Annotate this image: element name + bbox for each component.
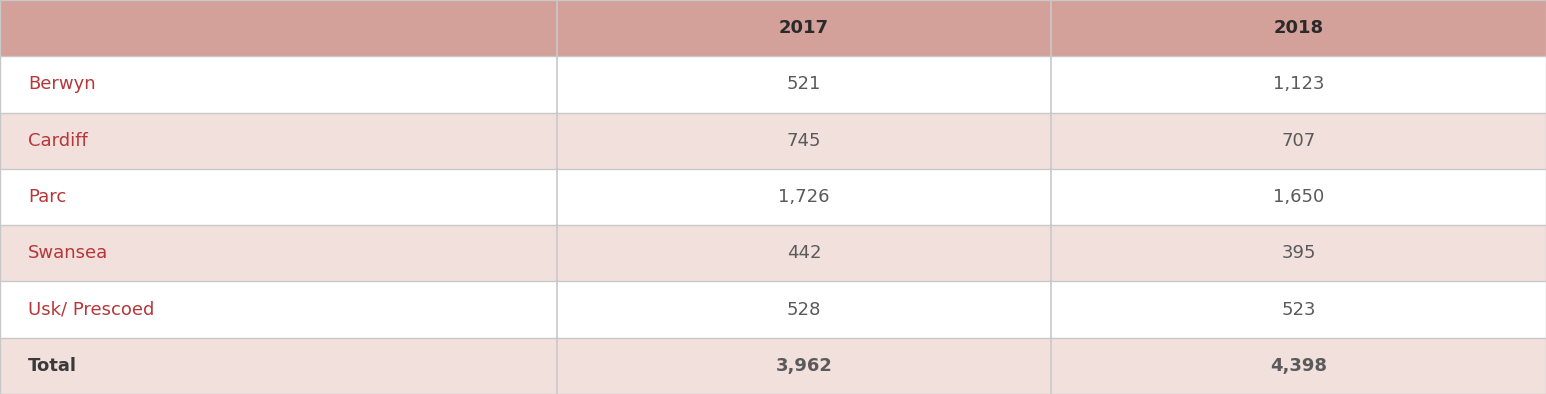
Text: 3,962: 3,962 <box>776 357 832 375</box>
Text: 1,650: 1,650 <box>1272 188 1325 206</box>
Text: Parc: Parc <box>28 188 66 206</box>
Text: 2017: 2017 <box>779 19 829 37</box>
Text: Swansea: Swansea <box>28 244 108 262</box>
Bar <box>0 281 1546 338</box>
Bar <box>0 225 1546 281</box>
Text: 442: 442 <box>787 244 821 262</box>
Bar <box>0 113 1546 169</box>
Text: 395: 395 <box>1282 244 1316 262</box>
Text: Usk/ Prescoed: Usk/ Prescoed <box>28 301 155 319</box>
Text: 707: 707 <box>1282 132 1316 150</box>
Text: 521: 521 <box>787 75 821 93</box>
Text: 2018: 2018 <box>1274 19 1323 37</box>
Text: 1,123: 1,123 <box>1272 75 1325 93</box>
Text: 4,398: 4,398 <box>1271 357 1326 375</box>
Bar <box>0 0 1546 56</box>
Text: 745: 745 <box>787 132 821 150</box>
Text: 528: 528 <box>787 301 821 319</box>
Text: 1,726: 1,726 <box>778 188 830 206</box>
Bar <box>0 56 1546 113</box>
Text: Total: Total <box>28 357 77 375</box>
Bar <box>0 338 1546 394</box>
Bar <box>0 169 1546 225</box>
Text: 523: 523 <box>1282 301 1316 319</box>
Text: Cardiff: Cardiff <box>28 132 88 150</box>
Text: Berwyn: Berwyn <box>28 75 96 93</box>
